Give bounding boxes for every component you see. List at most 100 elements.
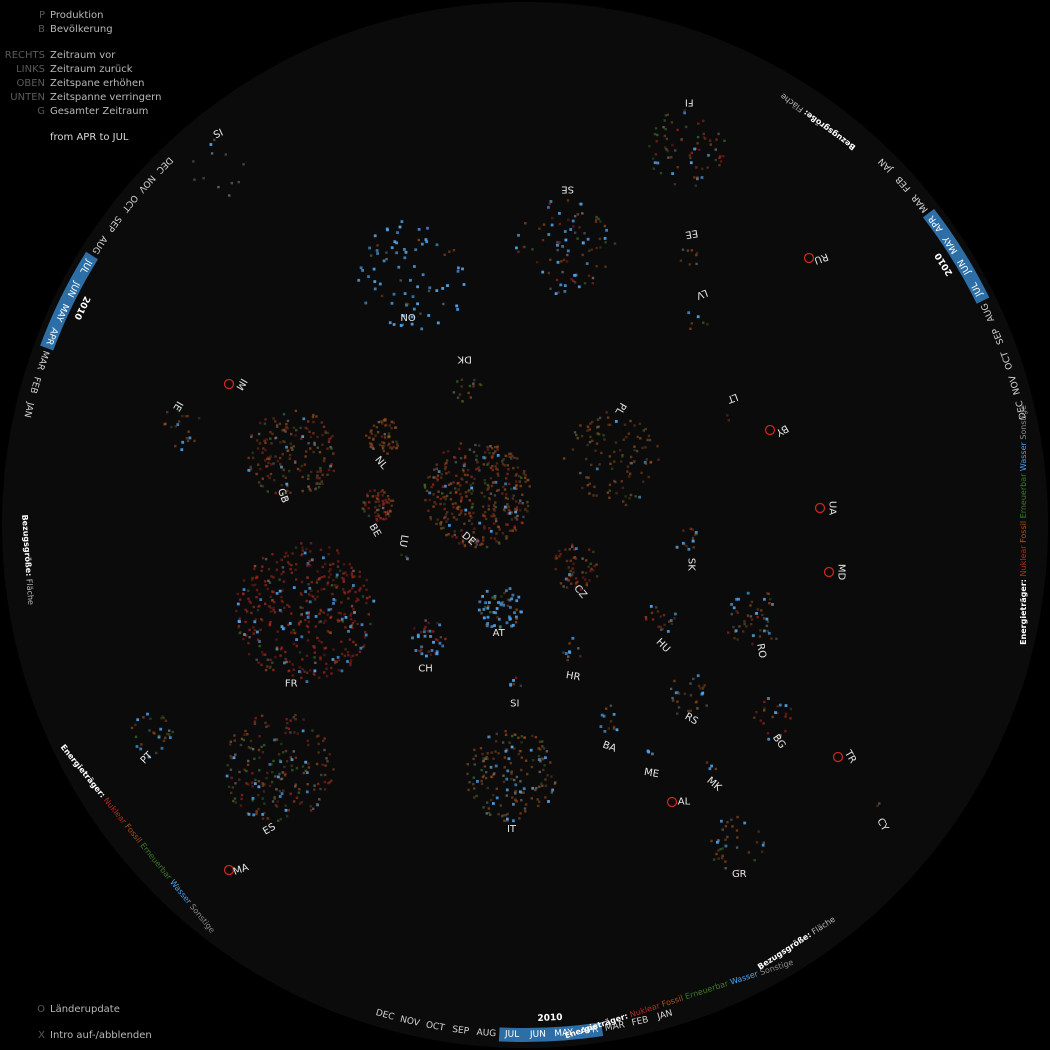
country-label: SK (686, 558, 697, 571)
energy-dot (657, 458, 660, 461)
energy-dot (449, 482, 453, 485)
update-ring[interactable] (764, 424, 776, 436)
energy-dot (373, 489, 376, 492)
update-ring[interactable] (823, 566, 835, 578)
energy-dot (471, 482, 475, 485)
energy-dot (468, 781, 471, 784)
energy-dot (503, 505, 507, 509)
energy-dot (492, 802, 495, 805)
update-ring[interactable] (803, 252, 815, 264)
update-ring[interactable] (223, 378, 235, 390)
month-label: DEC (374, 1008, 395, 1023)
energy-dot (498, 628, 502, 631)
energy-dot (337, 620, 340, 623)
energy-dot (358, 575, 361, 578)
energy-dot (271, 661, 274, 664)
energy-dot (505, 589, 508, 593)
energy-dot (732, 606, 736, 610)
energy-dot (458, 542, 461, 545)
update-ring[interactable] (223, 864, 235, 876)
energy-dot (382, 502, 385, 505)
energy-dot (427, 289, 431, 293)
month-label: OCT (425, 1020, 446, 1033)
energy-dot (337, 659, 341, 662)
energy-dot (664, 127, 667, 131)
energy-dot (280, 646, 283, 649)
energy-dot (399, 324, 403, 327)
energy-dot (306, 576, 309, 579)
energy-dot (659, 615, 662, 618)
energy-dot (359, 587, 362, 590)
energy-dot (268, 784, 272, 788)
energy-dot (514, 798, 517, 801)
energy-dot (510, 597, 514, 601)
key-description: Zeitraum zurück (50, 64, 133, 75)
energy-dot (283, 498, 286, 501)
energy-dot (253, 567, 256, 571)
energy-dot (683, 692, 687, 695)
update-ring[interactable] (832, 751, 844, 763)
energy-dot (268, 476, 271, 480)
energy-dot (461, 267, 464, 271)
energy-dot (876, 804, 879, 807)
country-label: MA (232, 862, 250, 878)
energy-dot (727, 419, 730, 422)
energy-dot (410, 322, 414, 326)
energy-dot (152, 731, 155, 734)
energy-dot (689, 327, 692, 330)
energy-dot (430, 649, 434, 652)
energy-dot (294, 785, 297, 788)
energy-dot (257, 481, 261, 484)
energy-dot (146, 712, 149, 716)
energy-dot (439, 497, 442, 501)
energy-dot (514, 733, 517, 736)
energy-dot (312, 413, 315, 417)
energy-dot (397, 265, 401, 269)
energy-dot (496, 468, 499, 471)
energy-dot (751, 642, 754, 646)
energy-dot (313, 646, 316, 650)
energy-dot (762, 841, 765, 844)
country-update-button[interactable]: O Länderupdate (0, 1003, 152, 1017)
energy-dot (696, 176, 699, 179)
energy-dot (602, 714, 606, 718)
energy-dot (675, 545, 679, 549)
energy-dot (587, 565, 590, 568)
energy-dot (694, 701, 698, 704)
energy-dot (177, 409, 180, 412)
month-label: NOV (399, 1015, 421, 1029)
energy-dot (515, 615, 518, 619)
energy-dot (676, 128, 679, 132)
energy-dot (511, 623, 515, 627)
energy-dot (380, 294, 384, 298)
energy-dot (483, 510, 487, 514)
energy-dot (513, 747, 516, 750)
energy-dot (304, 590, 307, 593)
energy-dot (344, 648, 347, 651)
energy-dot (322, 621, 325, 624)
energy-dot (283, 661, 286, 665)
key-description: Intro auf-/abblenden (50, 1030, 152, 1041)
update-ring[interactable] (666, 796, 678, 808)
energy-dot (449, 491, 452, 494)
energy-dot (486, 483, 490, 487)
energy-dot (418, 649, 421, 653)
energy-dot (309, 550, 312, 553)
energy-dot (268, 581, 272, 584)
energy-dot (606, 416, 610, 419)
month-label: JAN (22, 400, 35, 418)
energy-dot (381, 447, 385, 450)
energy-dot (282, 580, 286, 583)
energy-dot (240, 793, 244, 797)
energy-dot (451, 502, 454, 506)
energy-dot (256, 439, 259, 442)
energy-dot (506, 512, 509, 515)
energy-dot (520, 476, 523, 479)
energy-dot (451, 535, 454, 538)
energy-dot (350, 566, 353, 569)
energy-dot (269, 610, 273, 613)
intro-toggle-button[interactable]: X Intro auf-/abblenden (0, 1029, 152, 1043)
energy-dot (486, 615, 490, 619)
update-ring[interactable] (814, 502, 826, 514)
